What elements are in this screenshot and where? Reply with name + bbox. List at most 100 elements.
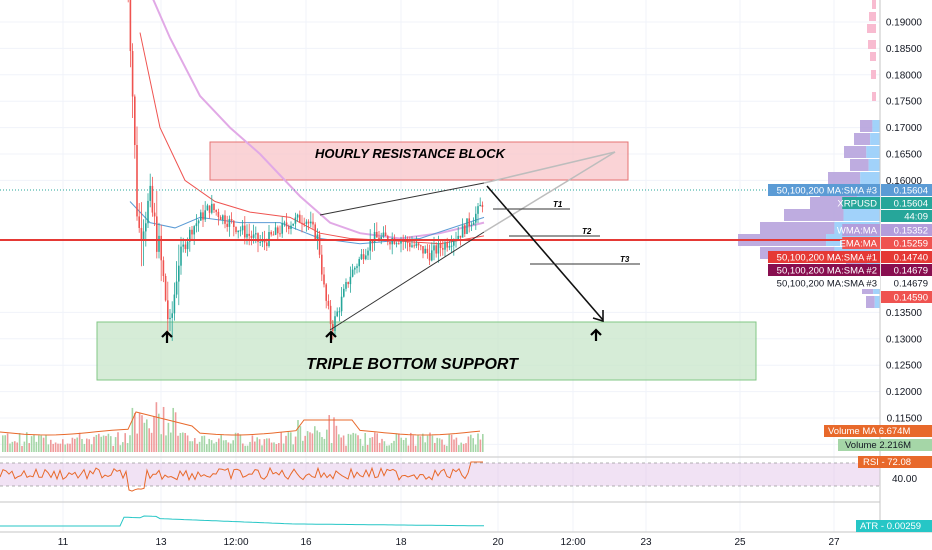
candle-body: [173, 294, 176, 314]
candle-body: [140, 227, 143, 240]
price-tick-label: 0.17500: [886, 97, 923, 108]
time-axis[interactable]: 11 13 12:00 16 18 20 12:00 23 25 27: [58, 537, 840, 548]
candle-body: [387, 236, 389, 242]
candle-body: [391, 238, 393, 245]
volume-bar: [426, 435, 429, 452]
candle-body: [292, 223, 294, 226]
series-label-text: XRPUSD: [837, 199, 877, 210]
volume-bar: [378, 442, 381, 452]
volume-bar: [138, 413, 141, 452]
volume-bar: [30, 436, 33, 452]
candle-body: [182, 244, 184, 247]
volume-bar: [208, 438, 210, 452]
price-tick-label: 0.18000: [886, 70, 923, 81]
volume-bar: [117, 432, 119, 452]
candle-body: [164, 276, 167, 301]
volume-bar: [110, 436, 112, 452]
volume-bar: [196, 443, 198, 452]
wedge-upper-line: [319, 182, 485, 216]
volume-bar: [150, 432, 153, 452]
volume-bar: [189, 441, 191, 452]
candle-body: [314, 224, 316, 240]
volume-bar: [14, 441, 16, 452]
candle-body: [211, 203, 213, 213]
candle-body: [235, 227, 237, 233]
volume-bar: [321, 437, 323, 452]
candle-body: [466, 218, 468, 234]
volume-bar: [124, 433, 126, 452]
volume-bar: [342, 435, 345, 452]
volume-bar: [407, 445, 410, 452]
volume-pane: [0, 402, 484, 452]
volume-bar: [6, 433, 9, 452]
series-value-bg: [881, 237, 932, 249]
volume-bar: [141, 415, 143, 452]
volume-bar: [230, 443, 232, 452]
candle-body: [373, 231, 376, 243]
series-label-bg: [768, 251, 880, 263]
volume-label-bg: [838, 439, 932, 451]
rsi-label: RSI - 72.08: [863, 457, 911, 468]
volume-profile-bar: [871, 70, 876, 79]
volume-profile-bar: [860, 172, 880, 184]
series-value-text: 0.14679: [894, 279, 928, 290]
candle-body: [171, 313, 173, 318]
volume-bar: [182, 432, 184, 452]
volume-bar: [362, 445, 364, 452]
volume-profile-bar: [867, 24, 876, 33]
volume-bar: [352, 432, 354, 452]
volume-bar: [393, 440, 395, 452]
volume-bar: [52, 443, 54, 452]
price-tick-label: 0.12000: [886, 387, 923, 398]
candle-body: [274, 227, 277, 235]
drop-arrow-line: [486, 185, 604, 321]
candle-body: [413, 245, 415, 247]
atr-line: [0, 515, 484, 527]
candle-body: [340, 296, 343, 312]
volume-bar: [443, 444, 446, 452]
candle-body: [409, 242, 411, 247]
volume-bar: [81, 438, 83, 452]
series-value-text: 0.15604: [894, 186, 928, 197]
candle-body: [167, 300, 169, 320]
series-value-text: 0.15259: [894, 239, 928, 250]
volume-bar: [131, 407, 134, 452]
candle-body: [202, 212, 204, 220]
volume-bar: [371, 437, 374, 452]
candle-body: [468, 218, 470, 227]
volume-bar: [280, 432, 282, 452]
volume-profile-bar: [760, 222, 835, 234]
volume-bar: [126, 443, 129, 452]
candle-body: [131, 51, 134, 97]
series-label-bg: [842, 224, 880, 236]
volume-bar: [460, 442, 462, 452]
candle-body: [376, 231, 378, 238]
candle-body: [481, 204, 484, 208]
price-tick-label: 0.17000: [886, 123, 923, 134]
candle-body: [327, 300, 330, 306]
volume-profile-bar: [844, 146, 867, 158]
candle-body: [453, 240, 455, 246]
candle-body: [266, 242, 268, 247]
candle-body: [351, 269, 354, 277]
volume-bar: [167, 422, 170, 452]
volume-bar: [458, 445, 460, 452]
candle-body: [244, 225, 246, 238]
candle-body: [301, 222, 303, 224]
volume-bar: [160, 434, 162, 452]
ma-line-wma: [152, 0, 485, 240]
candle-body: [470, 224, 473, 227]
volume-bar: [261, 445, 263, 452]
volume-bar: [465, 443, 467, 452]
candle-body: [281, 223, 283, 234]
volume-bar: [33, 434, 35, 452]
volume-bar: [366, 444, 369, 452]
candle-body: [299, 214, 301, 223]
volume-bar: [402, 440, 405, 452]
candle-body: [213, 203, 215, 211]
volume-bar: [2, 435, 4, 452]
volume-bar: [177, 435, 179, 452]
volume-bar: [450, 434, 453, 452]
candle-body: [325, 284, 327, 301]
volume-bar: [270, 442, 273, 452]
